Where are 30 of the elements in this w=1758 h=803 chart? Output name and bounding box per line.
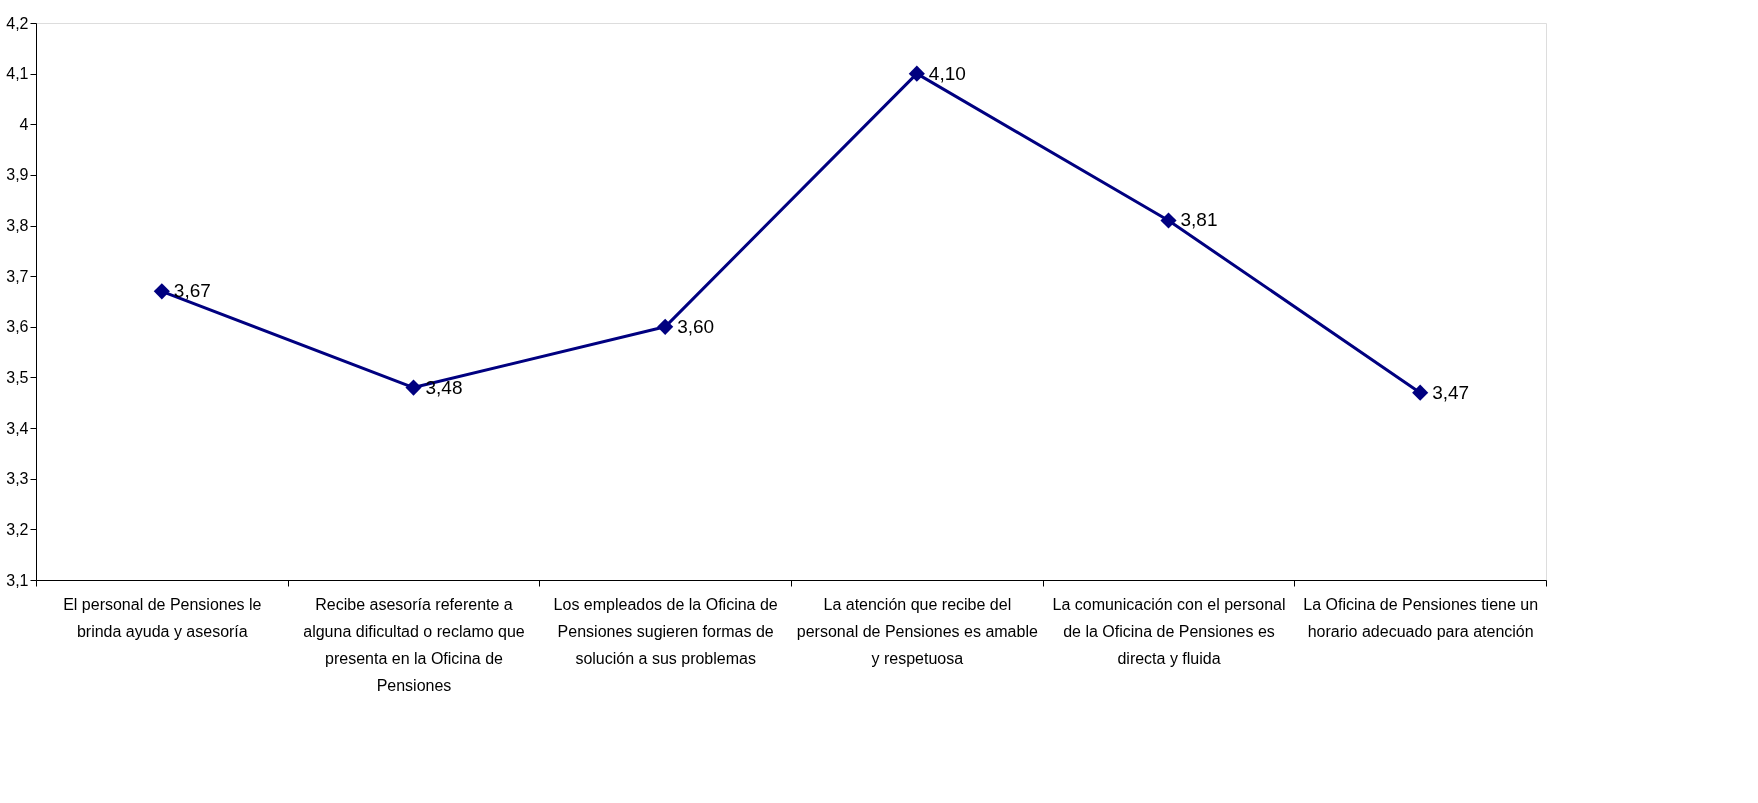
y-tick-label: 3,8	[6, 217, 29, 235]
y-tick-label: 3,9	[6, 166, 29, 184]
point	[908, 65, 925, 82]
y-tick-label: 4,1	[6, 65, 29, 83]
point	[1160, 212, 1177, 229]
point	[657, 318, 674, 335]
data-label: 3,81	[1180, 209, 1218, 231]
point	[1412, 384, 1429, 401]
point	[405, 379, 422, 396]
y-tick-label: 4,2	[6, 14, 29, 32]
data-label: 3,48	[425, 376, 463, 398]
y-tick-label: 3,7	[6, 267, 29, 285]
point	[153, 283, 170, 300]
x-tick-label: Los empleados de la Oficina de Pensiones sugieren formas de solución a sus problemas	[553, 595, 778, 667]
x-tick-label: La atención que recibe del personal de Pensiones es amable y respetuosa	[796, 595, 1038, 667]
y-tick-label: 3,3	[6, 470, 29, 488]
data-label: 3,60	[677, 315, 715, 337]
data-label: 3,47	[1432, 381, 1470, 403]
y-tick-label: 3,1	[6, 571, 29, 589]
x-tick-label: La comunicación con el personal de la Oficina de Pensiones es directa y fluida	[1052, 595, 1286, 667]
y-tick-label: 3,2	[6, 520, 29, 538]
data-label: 4,10	[928, 62, 966, 84]
y-tick-label: 4	[19, 115, 29, 133]
x-tick-label: Recibe asesoría referente a alguna dificultad o reclamo que presenta en la Oficina de Pensiones	[303, 595, 525, 694]
y-tick-label: 3,6	[6, 318, 29, 336]
x-tick-label: El personal de Pensiones le brinda ayuda y asesoría	[63, 595, 262, 640]
y-tick-label: 3,5	[6, 368, 29, 386]
y-tick-label: 3,4	[6, 419, 29, 437]
x-tick-label: La Oficina de Pensiones tiene un horario adecuado para atención	[1303, 595, 1539, 640]
data-label: 3,67	[173, 280, 211, 302]
